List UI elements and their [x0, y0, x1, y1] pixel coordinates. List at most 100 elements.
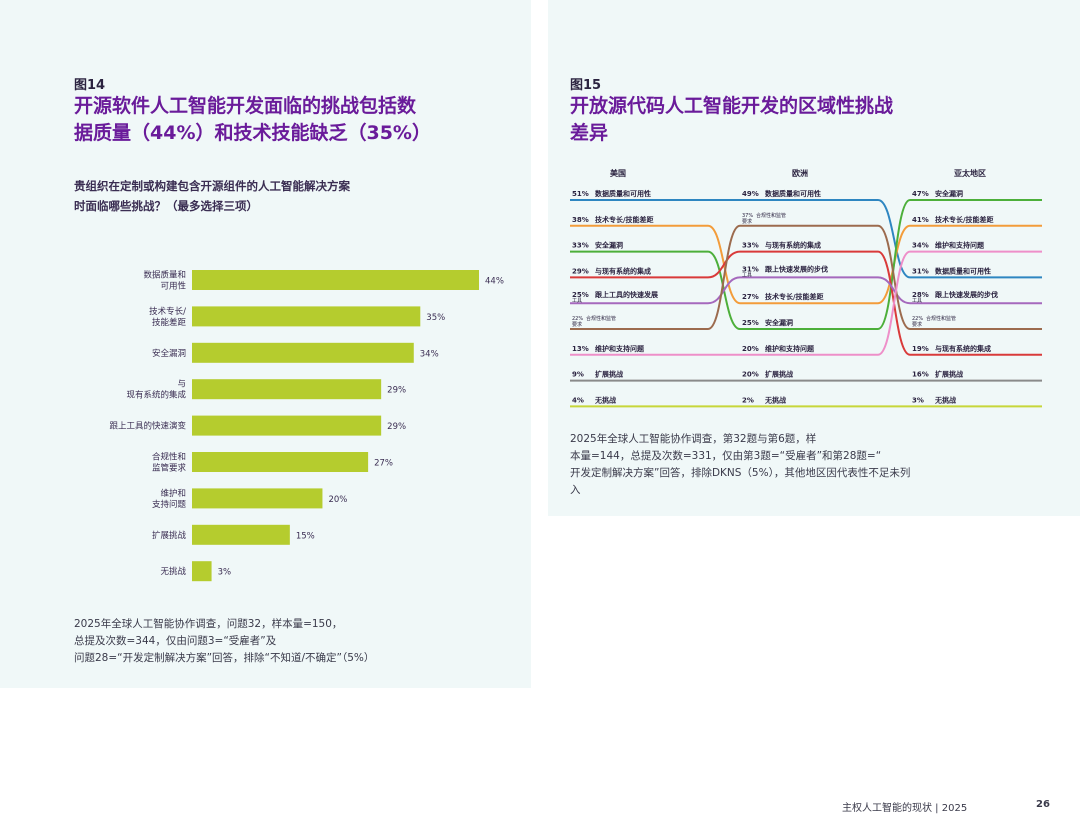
figure-label: 图15	[570, 78, 602, 93]
series-percent-label: 19%	[912, 345, 929, 353]
series-category-label: 扩展挑战	[935, 370, 963, 379]
figure-title-line-2: 据质量（44%）和技术技能缺乏（35%）	[74, 122, 431, 144]
series-percent-label: 3%	[912, 396, 924, 404]
bar-value-label: 44%	[485, 277, 504, 287]
series-connector	[877, 276, 911, 305]
series-sub-label: 要求	[572, 321, 582, 328]
category-label: 可用性	[160, 281, 186, 292]
series-category-label: 跟上快速发展的步伐	[935, 290, 998, 299]
series-category-label: 安全漏洞	[935, 189, 963, 198]
series-percent-label: 22%	[572, 316, 583, 322]
series-percent-label: 37%	[742, 213, 753, 219]
series-connector	[877, 199, 911, 330]
series-category-label: 跟上工具的快速发展	[595, 290, 659, 299]
series-category-label: 合规性和监管	[756, 212, 786, 219]
series-category-label: 数据质量和可用性	[765, 189, 821, 198]
series-category-label: 与现有系统的集成	[935, 344, 991, 353]
series-sub-label: 要求	[742, 218, 752, 225]
series-connector	[707, 276, 741, 305]
source-note-line-3: 问题28=“开发定制解决方案”回答，排除“不知道/不确定”（5%）	[74, 652, 375, 664]
bar	[192, 452, 369, 472]
series-percent-label: 16%	[912, 371, 929, 379]
bar	[192, 342, 414, 363]
series-category-label: 与现有系统的集成	[595, 266, 651, 275]
series-category-label: 技术专长/技能差距	[595, 215, 654, 224]
footer-report-title: 主权人工智能的现状 | 2025	[842, 803, 968, 814]
series-percent-label: 34%	[912, 242, 929, 250]
bar-value-label: 29%	[387, 422, 406, 432]
survey-question-line-2: 时面临哪些挑战？（最多选择三项）	[74, 199, 258, 213]
category-label: 安全漏洞	[152, 348, 186, 359]
series-percent-label: 28%	[912, 291, 929, 299]
series-category-label: 维护和支持问题	[595, 344, 645, 353]
region-column-header: 亚太地区	[954, 168, 986, 178]
bar-chart: 44% 数据质量和可用性 35% 技术专长/技能差距 34% 安全漏洞 29% 与现有系统的集…	[109, 270, 504, 582]
source-note-line-3: 开发定制解决方案”回答，排除DKNS（5%），其他地区因代表性不足未列	[570, 467, 911, 479]
series-percent-label: 25%	[572, 291, 589, 299]
bar-value-label: 20%	[328, 495, 347, 505]
source-note-line-1: 2025年全球人工智能协作调查，问题32，样本量=150，	[74, 618, 343, 630]
series-percent-label: 41%	[912, 216, 929, 224]
bar	[192, 524, 290, 545]
category-label: 跟上工具的快速演变	[109, 421, 186, 432]
series-sub-label: 工具	[742, 272, 752, 278]
source-note-line-2: 总提及次数=344，仅由问题3=“受雇者”及	[74, 635, 277, 647]
figure-title-line-2: 差异	[570, 122, 609, 144]
regional-slope-chart: 美国 欧洲 亚太地区 51% 数据质量和可用性 49% 数据质量和可用性 31% 数据质量和可用…	[570, 168, 1042, 408]
series-category-label: 扩展挑战	[595, 370, 623, 379]
category-label: 技能差距	[152, 317, 187, 328]
category-label: 合规性和	[152, 452, 186, 463]
series-category-label: 技术专长/技能差距	[935, 215, 994, 224]
series-percent-label: 22%	[912, 316, 923, 322]
source-note-line-2: 本量=144，总提及次数=331，仅由第3题=“受雇者”和第28题=“	[570, 450, 882, 462]
series-connector	[707, 250, 741, 279]
figure-title-line-1: 开源软件人工智能开发面临的挑战包括数	[74, 95, 417, 117]
category-label: 与	[177, 380, 186, 390]
series-percent-label: 33%	[572, 242, 589, 250]
bar-value-label: 15%	[296, 531, 315, 541]
category-label: 支持问题	[152, 499, 187, 510]
series-percent-label: 47%	[912, 190, 929, 198]
category-label: 扩展挑战	[152, 530, 187, 541]
series-connector	[877, 250, 911, 356]
figure-14-panel: 图14 开源软件人工智能开发面临的挑战包括数 据质量（44%）和技术技能缺乏（3…	[0, 0, 531, 688]
series-sub-label: 工具	[572, 298, 582, 304]
series-percent-label: 38%	[572, 216, 589, 224]
series-percent-label: 25%	[742, 319, 759, 327]
source-note-line-4: 入	[570, 484, 581, 496]
series-category-label: 合规性和监管	[586, 315, 616, 322]
series-percent-label: 13%	[572, 345, 589, 353]
bar	[192, 379, 382, 400]
series-sub-label: 要求	[912, 321, 922, 328]
series-percent-label: 9%	[572, 371, 584, 379]
figure-label: 图14	[74, 78, 106, 93]
category-label: 无挑战	[160, 566, 186, 577]
series-percent-label: 33%	[742, 242, 759, 250]
category-label: 数据质量和	[143, 270, 186, 281]
series-percent-label: 2%	[742, 396, 754, 404]
series-category-label: 跟上快速发展的步伐	[765, 264, 828, 273]
category-label: 技术专长/	[149, 306, 186, 317]
bar-value-label: 34%	[420, 349, 439, 359]
series-percent-label: 20%	[742, 371, 759, 379]
series-category-label: 技术专长/技能差距	[765, 292, 824, 301]
bar	[192, 415, 382, 436]
series-connector	[877, 224, 911, 330]
series-category-label: 维护和支持问题	[765, 344, 815, 353]
series-category-label: 无挑战	[764, 395, 786, 404]
category-label: 监管要求	[152, 463, 187, 474]
series-percent-label: 20%	[742, 345, 759, 353]
series-connector	[877, 199, 911, 279]
series-category-label: 合规性和监管	[926, 315, 956, 322]
bar	[192, 270, 479, 290]
bar	[192, 561, 212, 582]
series-category-label: 数据质量和可用性	[595, 189, 651, 198]
category-label: 维护和	[160, 488, 186, 499]
bar-value-label: 27%	[374, 459, 393, 469]
series-sub-label: 工具	[912, 298, 922, 304]
series-percent-label: 4%	[572, 396, 584, 404]
series-category-label: 无挑战	[594, 395, 616, 404]
series-percent-label: 29%	[572, 267, 589, 275]
series-connector	[707, 224, 741, 330]
source-note-line-1: 2025年全球人工智能协作调查，第32题与第6题，样	[570, 433, 817, 445]
